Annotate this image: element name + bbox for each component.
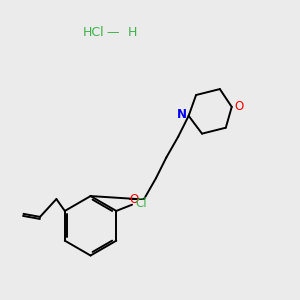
Text: H: H [128,26,137,39]
Text: —: — [106,26,119,39]
Text: O: O [234,100,243,112]
Text: HCl: HCl [83,26,104,39]
Text: N: N [177,108,187,121]
Text: Cl: Cl [136,197,147,210]
Text: O: O [129,193,138,206]
